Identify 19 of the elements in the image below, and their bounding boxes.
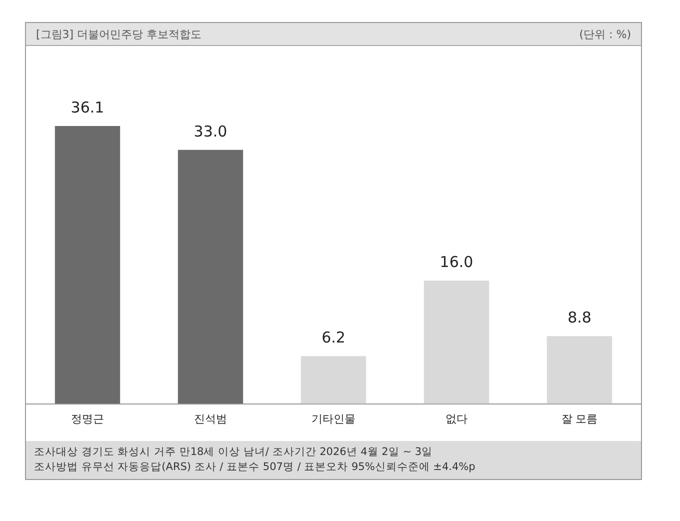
chart-subtitle: (단위 : %) — [579, 26, 631, 42]
x-tick-label: 진석범 — [194, 412, 227, 426]
chart-title: [그림3] 더불어민주당 후보적합도 — [36, 26, 202, 42]
text: 조사대상 경기도 화성시 거주 만18세 이상 남녀/ 조사기간 2026년 4월 2일 ~ 3일 — [34, 445, 434, 460]
data-label: 16.0 — [440, 253, 474, 272]
data-label: 8.8 — [568, 308, 592, 326]
data-label: 33.0 — [194, 122, 228, 140]
bar — [300, 356, 366, 404]
bar — [546, 336, 612, 404]
data-label: 36.1 — [70, 98, 104, 116]
data-label: 6.2 — [322, 328, 346, 346]
x-tick-label: 정명근 — [71, 412, 104, 426]
bar — [424, 280, 490, 404]
x-tick-label: 잘 모름 — [561, 412, 598, 426]
x-tick-label: 없다 — [446, 412, 468, 426]
text: 조사방법 유무선 자동응답(ARS) 조사 / 표본수 507명 / 표본오차 95%신뢰수준에 ±4.4%p — [34, 460, 476, 475]
bar — [54, 126, 120, 404]
bar — [178, 150, 244, 404]
x-tick-label: 기타인물 — [312, 412, 356, 426]
